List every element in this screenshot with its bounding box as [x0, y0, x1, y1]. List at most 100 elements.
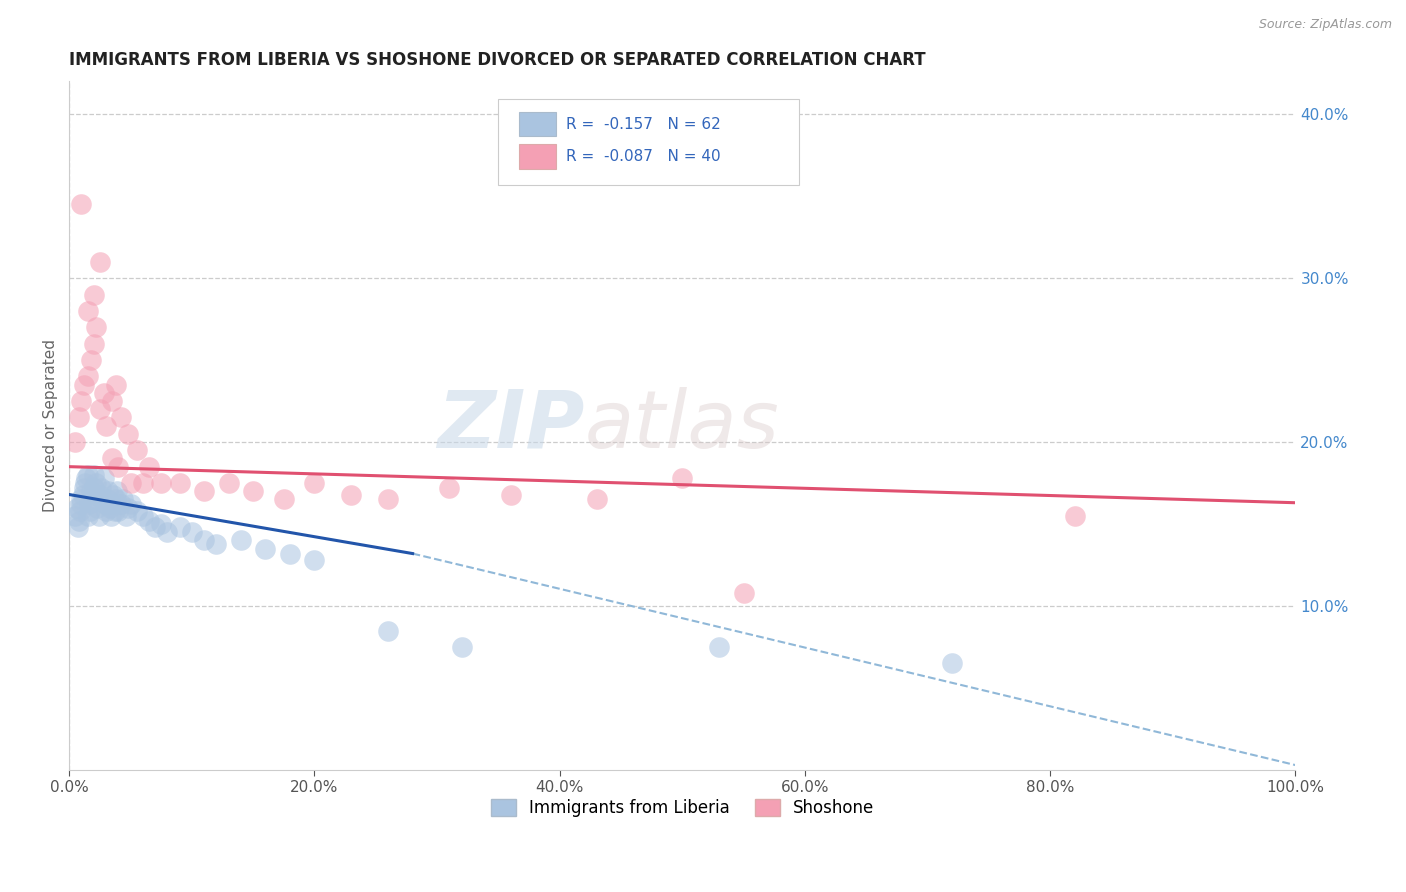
Text: R =  -0.157   N = 62: R = -0.157 N = 62 [565, 117, 721, 131]
Point [96, 492, 118, 507]
Point [101, 497, 124, 511]
Point [80, 353, 103, 368]
Text: Source: ZipAtlas.com: Source: ZipAtlas.com [1258, 18, 1392, 31]
Point [104, 492, 127, 507]
Legend: Immigrants from Liberia, Shoshone: Immigrants from Liberia, Shoshone [484, 792, 880, 823]
Point [117, 426, 139, 441]
Point [70, 497, 93, 511]
Point [94, 418, 117, 433]
Point [91, 492, 114, 507]
Point [125, 504, 148, 518]
Point [84, 320, 107, 334]
Point [132, 508, 155, 523]
Point [150, 476, 173, 491]
Point [79, 504, 101, 518]
Point [105, 484, 128, 499]
Point [77, 497, 100, 511]
Point [101, 394, 124, 409]
FancyBboxPatch shape [519, 112, 555, 136]
Point [304, 553, 326, 567]
Point [1063, 508, 1085, 523]
Point [94, 497, 117, 511]
Point [93, 385, 115, 400]
Point [69, 504, 91, 518]
Point [75, 471, 97, 485]
Point [114, 508, 136, 523]
FancyBboxPatch shape [498, 98, 799, 185]
Point [80, 484, 103, 499]
Point [65, 435, 87, 450]
Point [138, 459, 160, 474]
Point [120, 476, 142, 491]
Point [117, 500, 139, 515]
Point [273, 492, 295, 507]
Point [76, 369, 98, 384]
Point [120, 497, 142, 511]
Point [104, 377, 127, 392]
Point [107, 504, 129, 518]
Point [138, 514, 160, 528]
Point [242, 484, 264, 499]
Point [218, 476, 240, 491]
Point [733, 586, 755, 600]
Point [229, 533, 252, 548]
Point [107, 459, 129, 474]
Point [97, 484, 120, 499]
Point [941, 657, 963, 671]
Point [66, 520, 89, 534]
Point [150, 517, 173, 532]
Point [93, 471, 115, 485]
Point [75, 476, 97, 491]
Point [90, 481, 112, 495]
Point [65, 508, 87, 523]
Point [585, 492, 607, 507]
Point [112, 492, 135, 507]
Point [83, 336, 105, 351]
Point [76, 467, 98, 482]
Point [180, 525, 202, 540]
Point [89, 402, 111, 417]
Point [76, 304, 98, 318]
Point [125, 443, 148, 458]
Point [110, 497, 132, 511]
Point [98, 500, 121, 515]
Point [132, 476, 155, 491]
Point [450, 640, 472, 654]
Point [143, 520, 166, 534]
Point [83, 481, 105, 495]
Point [70, 197, 93, 211]
Point [84, 476, 107, 491]
Text: ZIP: ZIP [437, 386, 585, 465]
Point [83, 287, 105, 301]
Point [86, 500, 108, 515]
Point [82, 492, 104, 507]
FancyBboxPatch shape [519, 144, 555, 169]
Y-axis label: Divorced or Separated: Divorced or Separated [44, 339, 58, 512]
Point [340, 487, 363, 501]
Point [110, 410, 132, 425]
Point [84, 487, 107, 501]
Point [73, 377, 96, 392]
Point [70, 492, 93, 507]
Point [100, 508, 122, 523]
Text: atlas: atlas [585, 386, 779, 465]
Point [65, 500, 87, 515]
Text: IMMIGRANTS FROM LIBERIA VS SHOSHONE DIVORCED OR SEPARATED CORRELATION CHART: IMMIGRANTS FROM LIBERIA VS SHOSHONE DIVO… [69, 51, 927, 69]
Point [70, 394, 93, 409]
Point [707, 640, 730, 654]
Point [193, 533, 215, 548]
Point [89, 487, 111, 501]
Point [101, 451, 124, 466]
Point [377, 492, 399, 507]
Point [169, 520, 191, 534]
Point [94, 504, 117, 518]
Point [67, 514, 90, 528]
Point [67, 410, 90, 425]
Point [205, 537, 228, 551]
Point [87, 508, 110, 523]
Point [156, 525, 179, 540]
Point [89, 254, 111, 268]
Point [169, 476, 191, 491]
Point [193, 484, 215, 499]
Point [377, 624, 399, 638]
